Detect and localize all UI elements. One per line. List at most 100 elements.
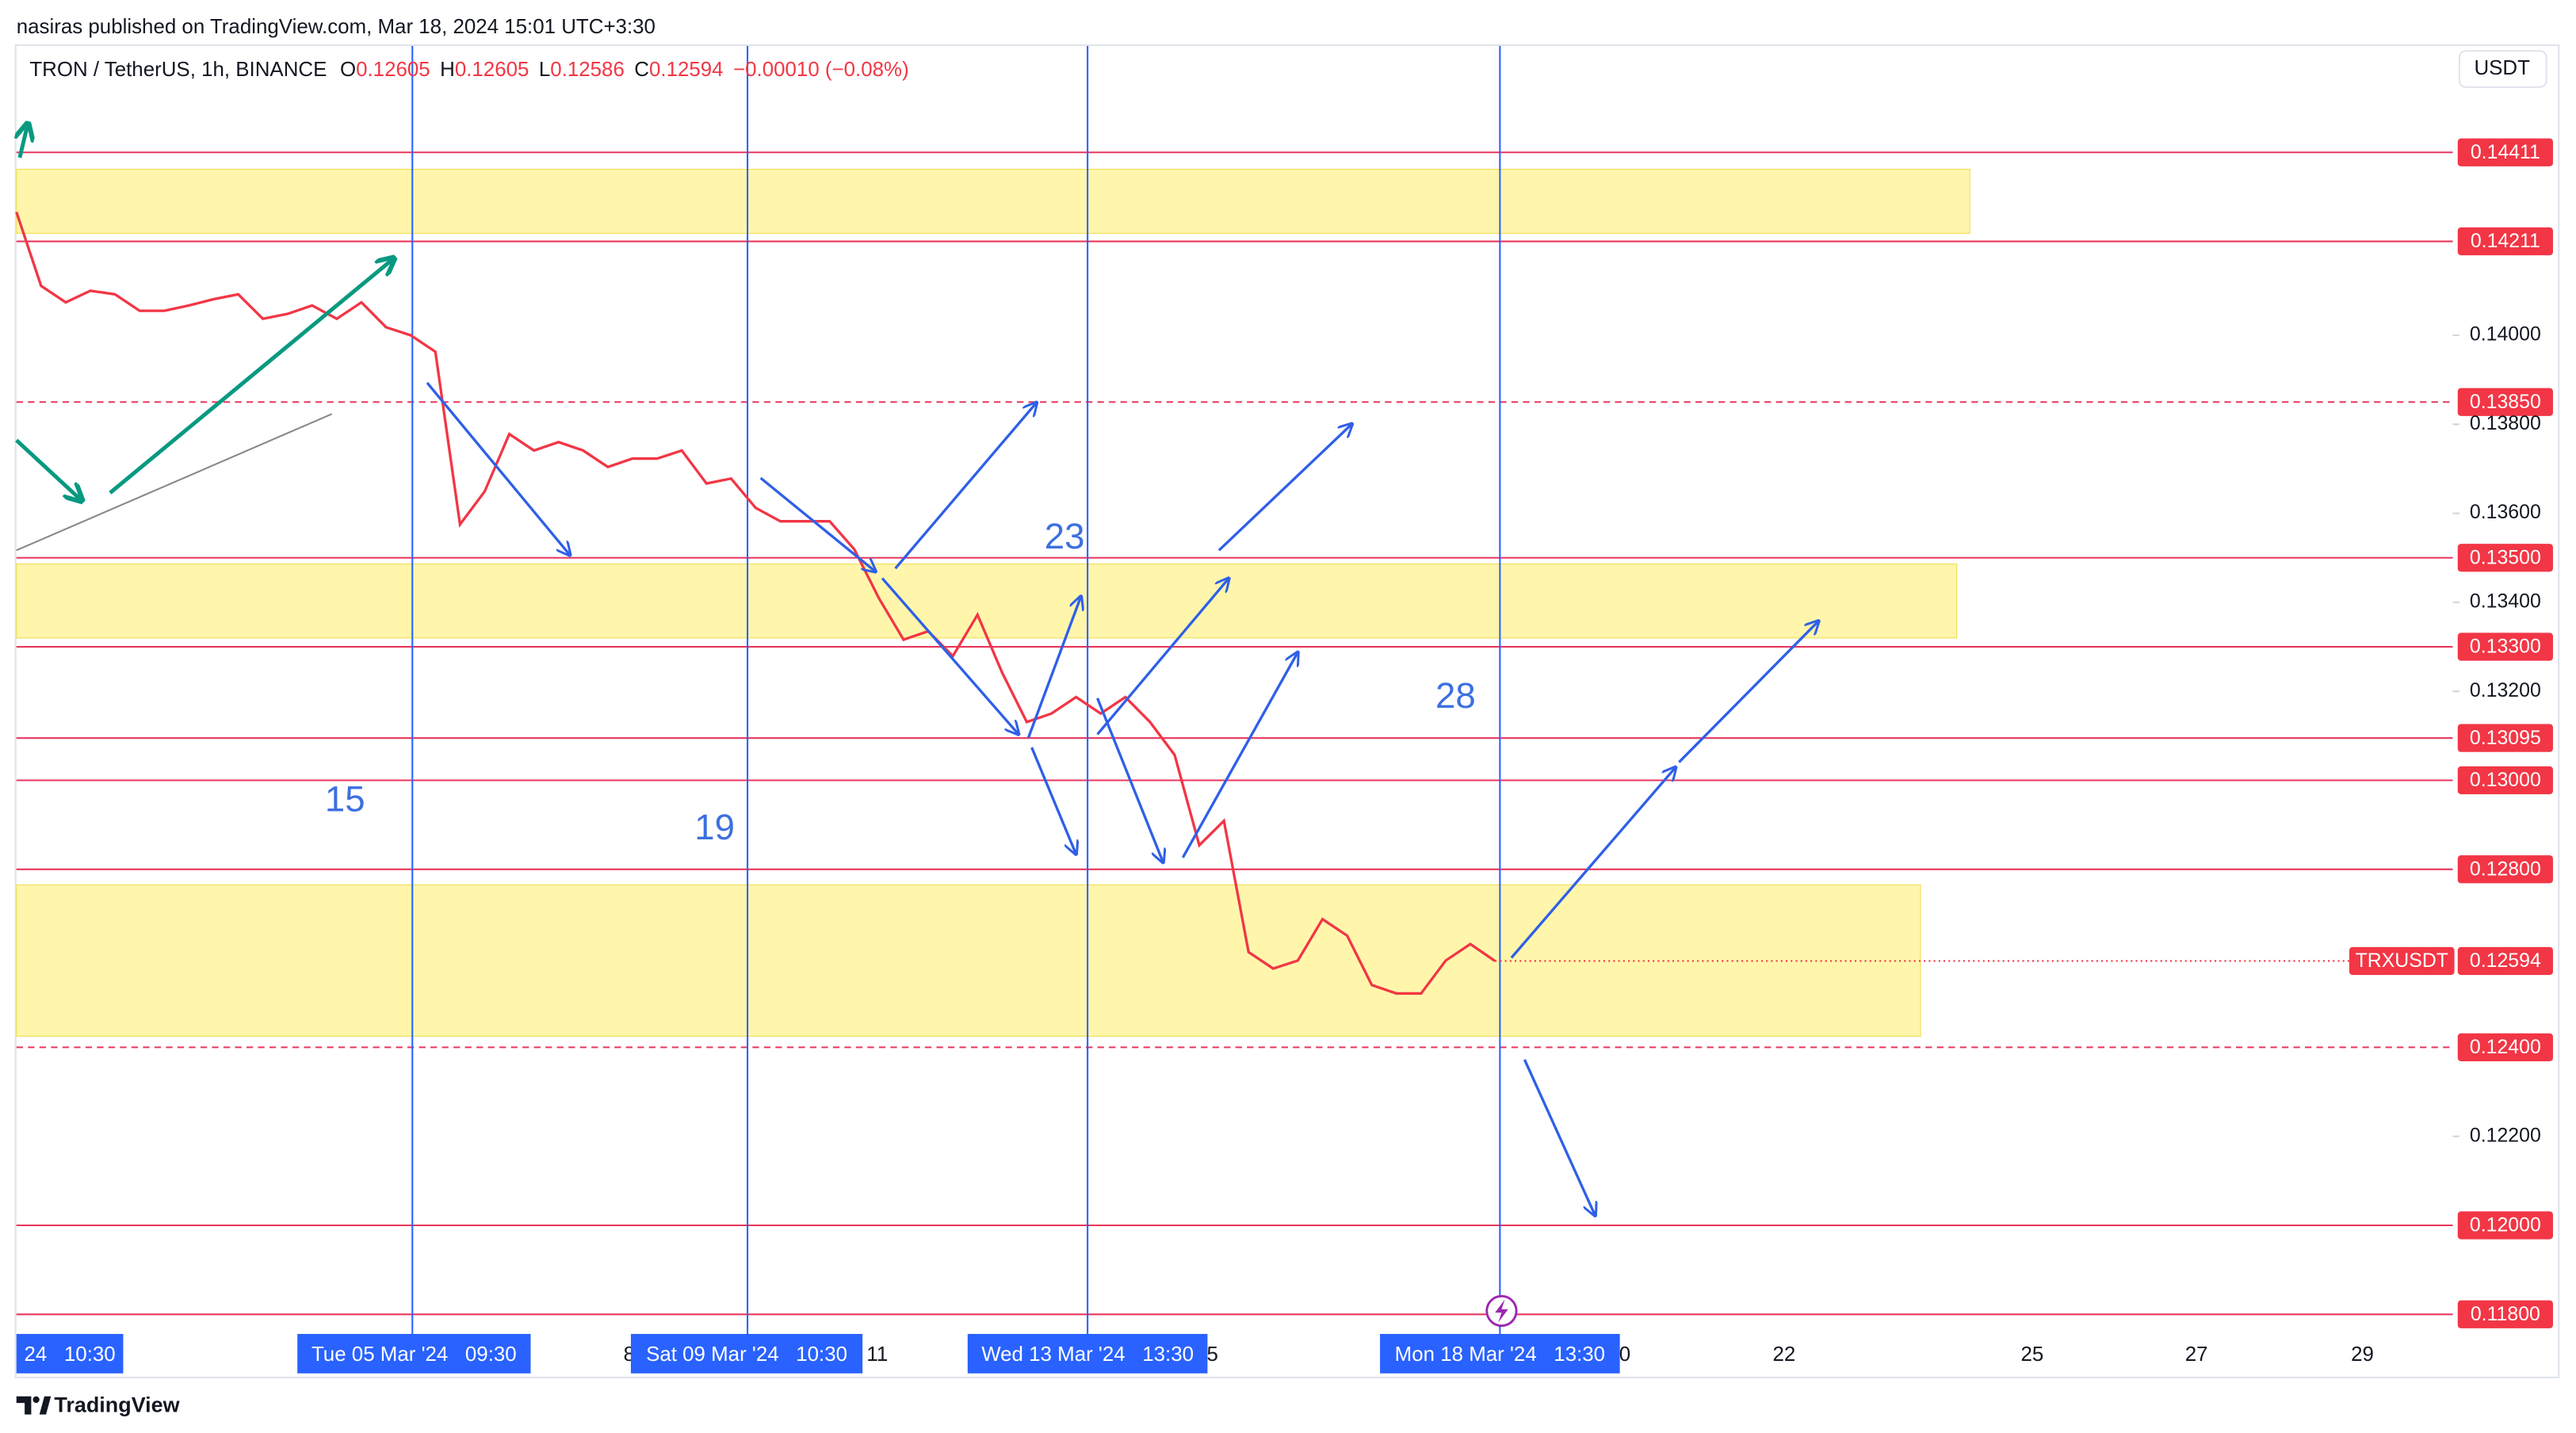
x-crosshair-box: [297, 1334, 531, 1374]
legend: TRON / TetherUS, 1h, BINANCE O0.12605 H0.1…: [29, 59, 908, 81]
zone: [16, 563, 1958, 639]
ohlc-value: 0.12605: [455, 59, 529, 81]
y-tick-label: 0.13400: [2470, 590, 2541, 612]
level-label-box: [2457, 227, 2553, 256]
arrow: [1678, 621, 1818, 763]
ohlc-value: 0.12586: [550, 59, 625, 81]
y-tick-label: 0.14000: [2470, 323, 2541, 346]
level-label: 0.14411: [2471, 141, 2540, 163]
y-tick-label: 0.13200: [2470, 679, 2541, 701]
level-label: 0.13300: [2470, 636, 2541, 658]
ohlc-label: L: [539, 59, 550, 81]
last-price-label: 0.12594: [2470, 950, 2541, 972]
symbol-box: [2349, 946, 2455, 976]
logo-mark: [39, 1396, 52, 1415]
level-label-box: [2457, 1211, 2553, 1240]
event-bolt: [1495, 1299, 1508, 1323]
price-line: [15, 211, 1496, 995]
level-label-box: [2457, 632, 2553, 661]
arrow: [426, 381, 570, 556]
publisher-note: nasiras published on TradingView.com, Ma…: [17, 16, 655, 38]
x-tick-label: 22: [1773, 1343, 1796, 1366]
x-tick-label: 25: [2021, 1343, 2044, 1366]
vertical-lines: [411, 46, 1501, 1335]
level-label-box: [2457, 724, 2553, 752]
level-label: 0.13850: [2470, 391, 2541, 413]
logo: [16, 1396, 52, 1415]
zone: [16, 168, 1970, 235]
arrow: [1026, 596, 1081, 739]
y-tick-label: 0.13600: [2470, 501, 2541, 523]
logo-mark: [32, 1396, 40, 1404]
arrow: [1096, 579, 1229, 736]
arrow: [1510, 767, 1676, 959]
arrow: [881, 577, 1019, 735]
level-label: 0.13000: [2470, 769, 2541, 791]
x-crosshair-label: 24 10:30: [25, 1343, 116, 1366]
x-crosshair-box: [16, 1334, 124, 1374]
x-tick-label: 11: [866, 1343, 888, 1366]
ohlc-label: H: [440, 59, 455, 81]
currency-button[interactable]: [2458, 50, 2547, 88]
annotation: 28: [1435, 675, 1476, 716]
x-crosshair-box: [630, 1334, 863, 1374]
x-tick-label: 5: [1206, 1343, 1217, 1366]
symbol: TRON / TetherUS, 1h, BINANCE: [29, 59, 327, 81]
annotation: 19: [694, 807, 735, 847]
x-crosshair-label: Mon 18 Mar '24 13:30: [1395, 1343, 1605, 1366]
arrow: [15, 438, 82, 501]
arrow: [1030, 747, 1076, 854]
x-crosshair-box: [1380, 1334, 1620, 1374]
level-label: 0.12000: [2470, 1214, 2541, 1236]
level-label-box: [2457, 855, 2553, 884]
currency[interactable]: USDT: [2474, 57, 2530, 79]
drawings: [426, 381, 1819, 1216]
arrow: [1217, 424, 1352, 552]
x-tick-label: 29: [2351, 1343, 2374, 1366]
x-tick-label: 0: [1619, 1343, 1630, 1366]
level-label: 0.11800: [2471, 1303, 2540, 1325]
trend-line: [16, 413, 333, 552]
x-crosshair-label: Wed 13 Mar '24 13:30: [981, 1343, 1194, 1366]
y-tick-label: 0.13800: [2470, 412, 2541, 434]
y-tick-label: 0.12200: [2470, 1124, 2541, 1146]
x-crosshair-box: [967, 1334, 1208, 1374]
ohlc-value: 0.12605: [356, 59, 430, 81]
ohlc-label: O: [340, 59, 356, 81]
x-tick-label: 27: [2185, 1343, 2208, 1366]
symbol-label: TRXUSDT: [2356, 950, 2448, 972]
level-label: 0.13500: [2470, 546, 2541, 568]
level-label: 0.12400: [2470, 1036, 2541, 1058]
last-price-box: [2457, 946, 2553, 976]
change: −0.00010 (−0.08%): [733, 59, 909, 81]
level-label-box: [2457, 138, 2553, 166]
arrow: [109, 258, 395, 495]
level-label: 0.13095: [2470, 727, 2541, 749]
level-label-box: [2457, 1033, 2553, 1062]
level-label: 0.14211: [2471, 230, 2540, 252]
level-label-box: [2457, 1300, 2553, 1328]
level-label: 0.12800: [2470, 858, 2541, 880]
arrow: [20, 123, 28, 159]
arrow: [1096, 697, 1164, 862]
arrow: [894, 403, 1037, 570]
x-crosshair-label: Tue 05 Mar '24 09:30: [311, 1343, 517, 1366]
green-drawings: [17, 123, 395, 501]
level-label-box: [2457, 766, 2553, 795]
x-crosshair-label: Sat 09 Mar '24 10:30: [646, 1343, 847, 1366]
logo-mark: [16, 1396, 32, 1415]
ohlc-label: C: [634, 59, 649, 81]
chart-frame: [14, 44, 2560, 1378]
annotation: 15: [325, 779, 365, 820]
arrow: [1181, 652, 1298, 858]
arrow: [1523, 1059, 1595, 1216]
brand: TradingView: [54, 1393, 179, 1416]
annotation: 23: [1045, 516, 1085, 556]
level-label-box: [2457, 388, 2553, 416]
ohlc-value: 0.12594: [649, 59, 724, 81]
arrow: [759, 476, 876, 571]
level-label-box: [2457, 544, 2553, 572]
zone: [16, 884, 1921, 1037]
